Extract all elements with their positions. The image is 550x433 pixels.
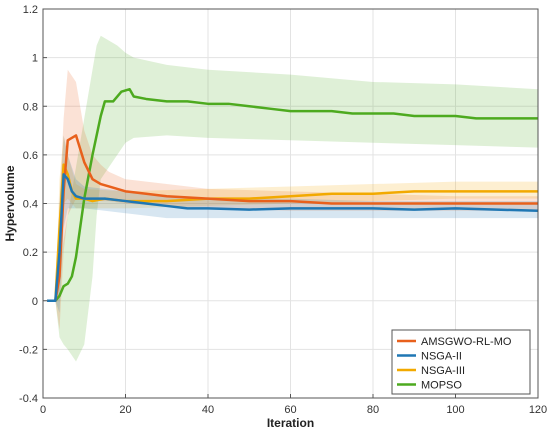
series-line-nsga-ii: [47, 173, 539, 302]
y-tick-label: 0: [32, 296, 38, 308]
x-axis-label: Iteration: [267, 416, 314, 430]
legend-label: NSGA-III: [421, 365, 465, 377]
x-tick-label: 20: [119, 404, 131, 416]
y-axis-label: Hypervolume: [3, 165, 17, 241]
y-tick-label: 0.2: [23, 247, 38, 259]
y-tick-label: 0.6: [23, 150, 38, 162]
y-tick-label: 1.2: [23, 4, 38, 16]
y-axis-ticks: -0.4 -0.2 0 0.2 0.4 0.6 0.8 1 1.2: [19, 4, 47, 405]
x-tick-label: 120: [529, 404, 547, 416]
y-tick-label: 1: [32, 53, 38, 65]
y-tick-label: -0.4: [19, 393, 38, 405]
x-tick-label: 40: [202, 404, 214, 416]
series-line-mopso: [47, 87, 538, 302]
y-tick-label: 0.4: [23, 199, 38, 211]
x-tick-label: 100: [446, 404, 464, 416]
band-amsgwo-rl-mo: [47, 69, 538, 330]
x-tick-label: 80: [367, 404, 379, 416]
series-lines: [47, 87, 539, 302]
y-tick-label: 0.8: [23, 101, 38, 113]
y-tick-label: -0.2: [19, 344, 38, 356]
legend-label: NSGA-II: [421, 351, 462, 363]
legend-label: MOPSO: [421, 380, 462, 392]
x-tick-label: 0: [40, 404, 46, 416]
legend-label: AMSGWO-RL-MO: [421, 336, 512, 348]
x-axis-ticks: 0 20 40 60 80 100 120: [40, 394, 547, 416]
x-tick-label: 60: [284, 404, 296, 416]
legend: AMSGWO-RL-MO NSGA-II NSGA-III MOPSO: [391, 329, 531, 395]
